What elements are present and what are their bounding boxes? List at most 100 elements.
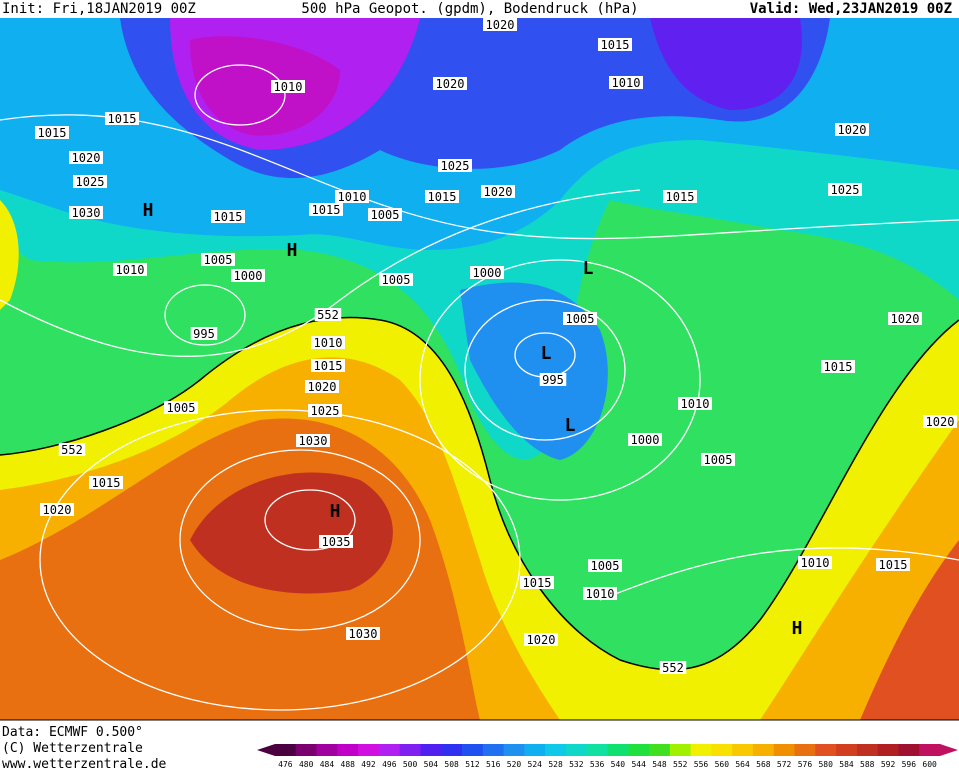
label-bg [309,203,343,216]
colorbar-label: 500 [403,760,418,769]
colorbar-swatch [358,744,380,756]
colorbar: 476 480 484 488 492 496 500 504 508 512 516 520 524 5… [257,744,958,769]
colorbar-label: 592 [881,760,896,769]
isobar-label: 1005 [382,273,411,287]
label-bg [678,397,712,410]
colorbar-swatch [295,744,318,756]
colorbar-label: 496 [382,760,397,769]
isobar-label: 1015 [314,359,343,373]
isobar-label: 1020 [436,77,465,91]
isobar-label: 1010 [116,263,145,277]
colorbar-label: 508 [444,760,459,769]
isobar-label: 995 [542,373,564,387]
isobar-label: 1015 [38,126,67,140]
colorbar-label: 492 [361,760,376,769]
label-bg [628,433,662,446]
label-bg [583,587,617,600]
colorbar-label: 516 [486,760,501,769]
label-bg [798,556,832,569]
label-bg [69,151,103,164]
isobar-label: 1015 [92,476,121,490]
colorbar-label: 552 [673,760,688,769]
isobar-label: 1010 [274,80,303,94]
label-bg [701,453,735,466]
red-high [190,472,393,594]
colorbar-swatch [773,744,796,756]
isobar-label: 1000 [234,269,263,283]
isobar-label: 1005 [566,312,595,326]
copyright: (C) Wetterzentrale [2,741,143,756]
purple-north [650,18,802,110]
colorbar-label: 532 [569,760,584,769]
colorbar-swatch [898,744,920,756]
colorbar-arrow-left [257,744,275,756]
website: www.wetterzentrale.de [2,757,167,770]
colorbar-label: 596 [902,760,917,769]
label-bg [425,190,459,203]
colorbar-label: 480 [299,760,314,769]
label-bg [520,576,554,589]
colorbar-label: 560 [715,760,730,769]
isobar-label: 995 [193,327,215,341]
colorbar-swatch [919,744,941,756]
map-title: 500 hPa Geopot. (gpdm), Bodendruck (hPa) [301,1,638,17]
label-bg [319,535,353,548]
label-bg [368,208,402,221]
isobar-label: 1030 [349,627,378,641]
colorbar-label: 476 [278,760,293,769]
isobar-label: 1015 [601,38,630,52]
pressure-center: H [143,200,154,221]
label-bg [335,190,369,203]
label-bg [663,190,697,203]
colorbar-swatch [399,744,421,756]
label-bg [470,266,504,279]
isobar-label: 1025 [441,159,470,173]
isobar-label: 552 [662,661,684,675]
isobar-label: 1020 [527,633,556,647]
data-source: Data: ECMWF 0.500° [2,725,143,740]
colorbar-swatch [877,744,899,756]
colorbar-swatch [462,744,484,756]
isobar-label: 1020 [308,380,337,394]
isobar-label: 1020 [891,312,920,326]
label-bg [231,269,265,282]
valid-time: Valid: Wed,23JAN2019 00Z [750,1,952,17]
trough-blue [460,282,608,460]
colorbar-label: 556 [694,760,709,769]
isobar-label: 1010 [801,556,830,570]
colorbar-label: 576 [798,760,813,769]
colorbar-swatch [441,744,463,756]
label-bg [113,263,147,276]
isobar-label: 1010 [586,587,615,601]
colorbar-swatch [752,744,775,756]
label-bg [438,159,472,172]
colorbar-swatch [378,744,401,756]
colorbar-label: 520 [507,760,522,769]
label-bg [35,126,69,139]
label-bg [379,273,413,286]
isobar-label: 1015 [666,190,695,204]
isobar-label: 1025 [831,183,860,197]
isobar-label: 1015 [523,576,552,590]
label-bg [296,434,330,447]
colorbar-swatch [545,744,567,756]
isobar-label: 1015 [428,190,457,204]
colorbar-swatch [669,744,692,756]
label-bg [876,558,910,571]
label-bg [821,360,855,373]
colorbar-label: 544 [631,760,646,769]
colorbar-swatch [649,744,671,756]
label-bg [835,123,869,136]
colorbar-label: 484 [320,760,335,769]
isobar-label: 1010 [314,336,343,350]
colorbar-swatch [690,744,712,756]
label-bg [346,627,380,640]
colorbar-label: 564 [735,760,750,769]
label-bg [563,312,597,325]
label-bg [308,404,342,417]
colorbar-label: 488 [341,760,356,769]
colorbar-label: 584 [839,760,854,769]
label-bg [190,327,218,340]
pressure-center: L [565,415,576,436]
